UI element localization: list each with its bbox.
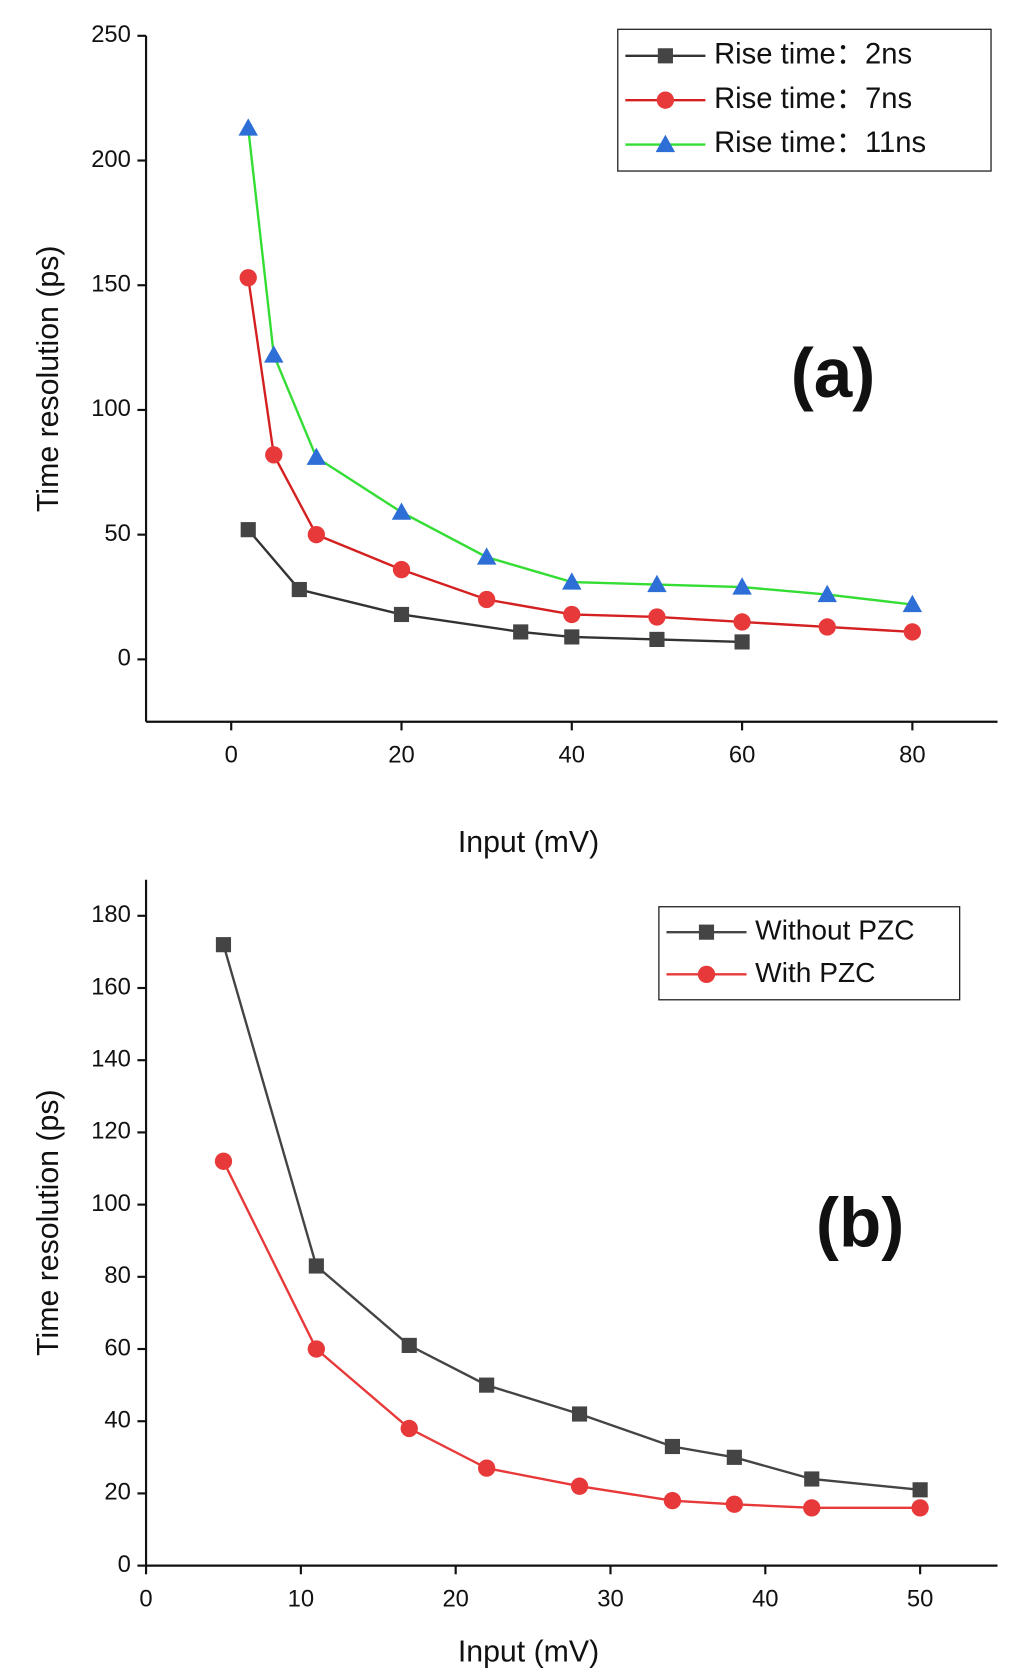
marker	[308, 1258, 324, 1274]
y-tick-label: 80	[104, 1262, 130, 1289]
marker	[479, 1377, 495, 1393]
marker	[817, 584, 837, 603]
x-tick-label: 30	[597, 1586, 623, 1613]
marker	[513, 624, 529, 640]
x-tick-label: 60	[729, 742, 755, 769]
y-tick-label: 0	[118, 645, 131, 672]
series-line	[247, 277, 913, 634]
marker	[647, 574, 667, 593]
annotation: (a)	[791, 334, 876, 412]
marker	[804, 1471, 820, 1487]
legend-box	[658, 906, 961, 1001]
marker	[564, 629, 580, 645]
y-tick-label: 0	[118, 1551, 131, 1578]
marker	[732, 577, 752, 595]
series-line	[247, 127, 913, 606]
legend-label: Rise time：11ns	[714, 127, 926, 159]
marker	[649, 631, 665, 647]
x-tick-label: 0	[225, 742, 238, 769]
marker	[570, 1477, 589, 1495]
x-axis-label: Input (mV)	[458, 1635, 599, 1668]
marker	[214, 1152, 233, 1170]
marker	[477, 590, 496, 609]
marker	[697, 965, 716, 984]
marker	[818, 618, 836, 636]
y-tick-label: 40	[104, 1407, 130, 1434]
marker	[477, 1459, 496, 1477]
marker	[307, 526, 326, 544]
y-tick-label: 160	[91, 973, 131, 1000]
marker	[571, 1406, 588, 1422]
legend-label: Rise time：2ns	[714, 39, 912, 71]
y-tick-label: 100	[91, 1190, 131, 1217]
x-axis-label: Input (mV)	[458, 826, 599, 859]
legend-label: Rise time：7ns	[714, 83, 912, 115]
marker	[664, 1438, 680, 1455]
marker	[903, 623, 922, 641]
x-tick-label: 20	[442, 1586, 468, 1613]
y-tick-label: 100	[91, 395, 131, 422]
marker	[725, 1495, 744, 1513]
marker	[401, 1337, 417, 1353]
legend-label: Without PZC	[755, 915, 914, 946]
marker	[912, 1482, 928, 1498]
x-tick-label: 80	[899, 742, 925, 769]
marker	[476, 547, 497, 565]
y-axis-label: Time resolution (ps)	[32, 246, 65, 512]
marker	[656, 91, 675, 109]
y-tick-label: 140	[91, 1045, 131, 1072]
marker	[265, 446, 283, 464]
marker	[803, 1499, 821, 1517]
marker	[902, 594, 923, 613]
marker	[239, 269, 257, 287]
y-tick-label: 120	[91, 1118, 131, 1145]
y-tick-label: 150	[91, 271, 131, 298]
annotation: (b)	[816, 1183, 904, 1261]
x-tick-label: 40	[752, 1586, 778, 1613]
x-tick-label: 40	[559, 742, 585, 769]
x-tick-label: 20	[388, 742, 414, 769]
legend-label: With PZC	[755, 957, 875, 988]
marker	[238, 118, 258, 136]
marker	[734, 634, 750, 650]
y-axis-label: Time resolution (ps)	[32, 1089, 65, 1355]
y-tick-label: 250	[91, 21, 131, 48]
marker	[726, 1449, 742, 1465]
marker	[391, 502, 412, 520]
y-tick-label: 200	[91, 146, 131, 173]
marker	[215, 937, 232, 953]
marker	[733, 613, 751, 631]
marker	[657, 48, 673, 64]
marker	[400, 1419, 418, 1438]
marker	[663, 1491, 682, 1510]
marker	[393, 606, 410, 623]
marker	[698, 924, 715, 940]
marker	[307, 1340, 326, 1358]
marker	[240, 522, 256, 538]
y-tick-label: 60	[104, 1334, 130, 1361]
marker	[648, 608, 666, 626]
marker	[264, 345, 284, 363]
marker	[655, 134, 676, 153]
marker	[563, 605, 581, 624]
x-tick-label: 0	[139, 1586, 152, 1613]
y-tick-label: 180	[91, 901, 131, 928]
y-tick-label: 20	[104, 1479, 130, 1506]
marker	[911, 1499, 929, 1517]
x-tick-label: 50	[907, 1586, 933, 1613]
marker	[306, 447, 327, 465]
marker	[562, 572, 582, 590]
x-tick-label: 10	[288, 1586, 314, 1613]
marker	[392, 560, 411, 579]
marker	[291, 581, 307, 598]
y-tick-label: 50	[104, 520, 130, 547]
